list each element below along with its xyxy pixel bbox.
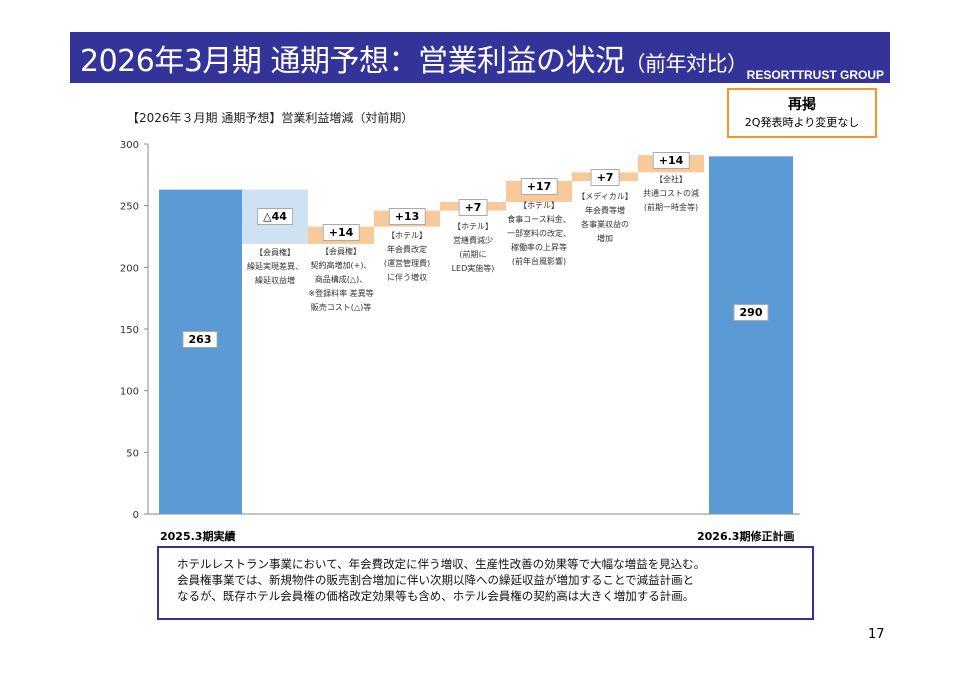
page-number: 17 bbox=[868, 627, 885, 642]
step-annotation: 【ホテル】 営繕費減少 (前期に LED実施等) bbox=[451, 221, 495, 273]
brand-logo-text: RESORTTRUST GROUP bbox=[746, 68, 884, 82]
title-main: 2026年3月期 通期予想：営業利益の状況 bbox=[80, 44, 625, 79]
bar-step-label: +14 bbox=[652, 152, 690, 170]
bar-step-label: +17 bbox=[520, 178, 558, 195]
y-tick-label: 0 bbox=[133, 510, 139, 521]
title-suffix: （前年対比） bbox=[624, 52, 748, 76]
bar-start bbox=[159, 189, 242, 514]
category-start: 2025.3期実績 bbox=[160, 530, 236, 543]
step-annotation: 【メディカル】 年会費等増 各事業収益の 増加 bbox=[577, 192, 633, 244]
step-annotation: 【会員権】 繰延実現差異、 繰延収益増 bbox=[247, 247, 303, 285]
comment-line: なるが、既存ホテル会員権の価格改定効果等も含め、ホテル会員権の契約高は大きく増加… bbox=[177, 589, 695, 603]
restated-note-box: 再掲 2Q発表時より変更なし bbox=[727, 88, 877, 138]
y-tick-label: 200 bbox=[120, 263, 139, 274]
step-annotation: 【ホテル】 食事コース料金、 一部室料の改定、 稼働率の上昇等 (前年台風影響) bbox=[507, 201, 571, 266]
y-tick-label: 300 bbox=[120, 140, 139, 151]
bar-step-label: +13 bbox=[388, 207, 426, 225]
bar-step-label: +14 bbox=[322, 223, 360, 241]
bar-step-label: +7 bbox=[590, 169, 620, 187]
commentary-box: ホテルレストラン事業において、年会費改定に伴う増収、生産性改善の効果等で大幅な増… bbox=[157, 546, 814, 620]
y-tick-label: 150 bbox=[120, 325, 139, 336]
slide-title: 2026年3月期 通期予想：営業利益の状況（前年対比） bbox=[80, 36, 748, 80]
y-tick-label: 50 bbox=[126, 448, 139, 459]
step-annotation: 【会員権】 契約高増加(+)、 商品構成(△)、 ※登録料率 差異等 販売コスト… bbox=[308, 246, 374, 312]
bar-end-label: 290 bbox=[733, 304, 769, 321]
step-annotation: 【全社】 共通コストの減 (前期一時金等) bbox=[643, 175, 699, 213]
restated-heading: 再掲 bbox=[788, 97, 816, 113]
y-tick-label: 100 bbox=[120, 387, 139, 398]
chart-title: 【2026年３月期 通期予想】営業利益増減（対前期） bbox=[127, 111, 414, 125]
step-annotation: 【ホテル】 年会費改定 (運営管理費) に伴う増収 bbox=[383, 230, 431, 282]
comment-line: ホテルレストラン事業において、年会費改定に伴う増収、生産性改善の効果等で大幅な増… bbox=[177, 557, 706, 571]
bar-step-label: △44 bbox=[257, 207, 293, 225]
title-banner: 2026年3月期 通期予想：営業利益の状況（前年対比） RESORTTRUST … bbox=[70, 32, 890, 83]
category-end: 2026.3期修正計画 bbox=[697, 530, 795, 543]
bar-end bbox=[709, 156, 793, 515]
bar-start-label: 263 bbox=[182, 331, 218, 348]
bar-step-label: +7 bbox=[458, 198, 488, 216]
restated-text: 2Q発表時より変更なし bbox=[744, 116, 860, 129]
comment-line: 会員権事業では、新規物件の販売割合増加に伴い次期以降への繰延収益が増加することで… bbox=[177, 573, 695, 587]
y-tick-label: 250 bbox=[120, 202, 139, 213]
